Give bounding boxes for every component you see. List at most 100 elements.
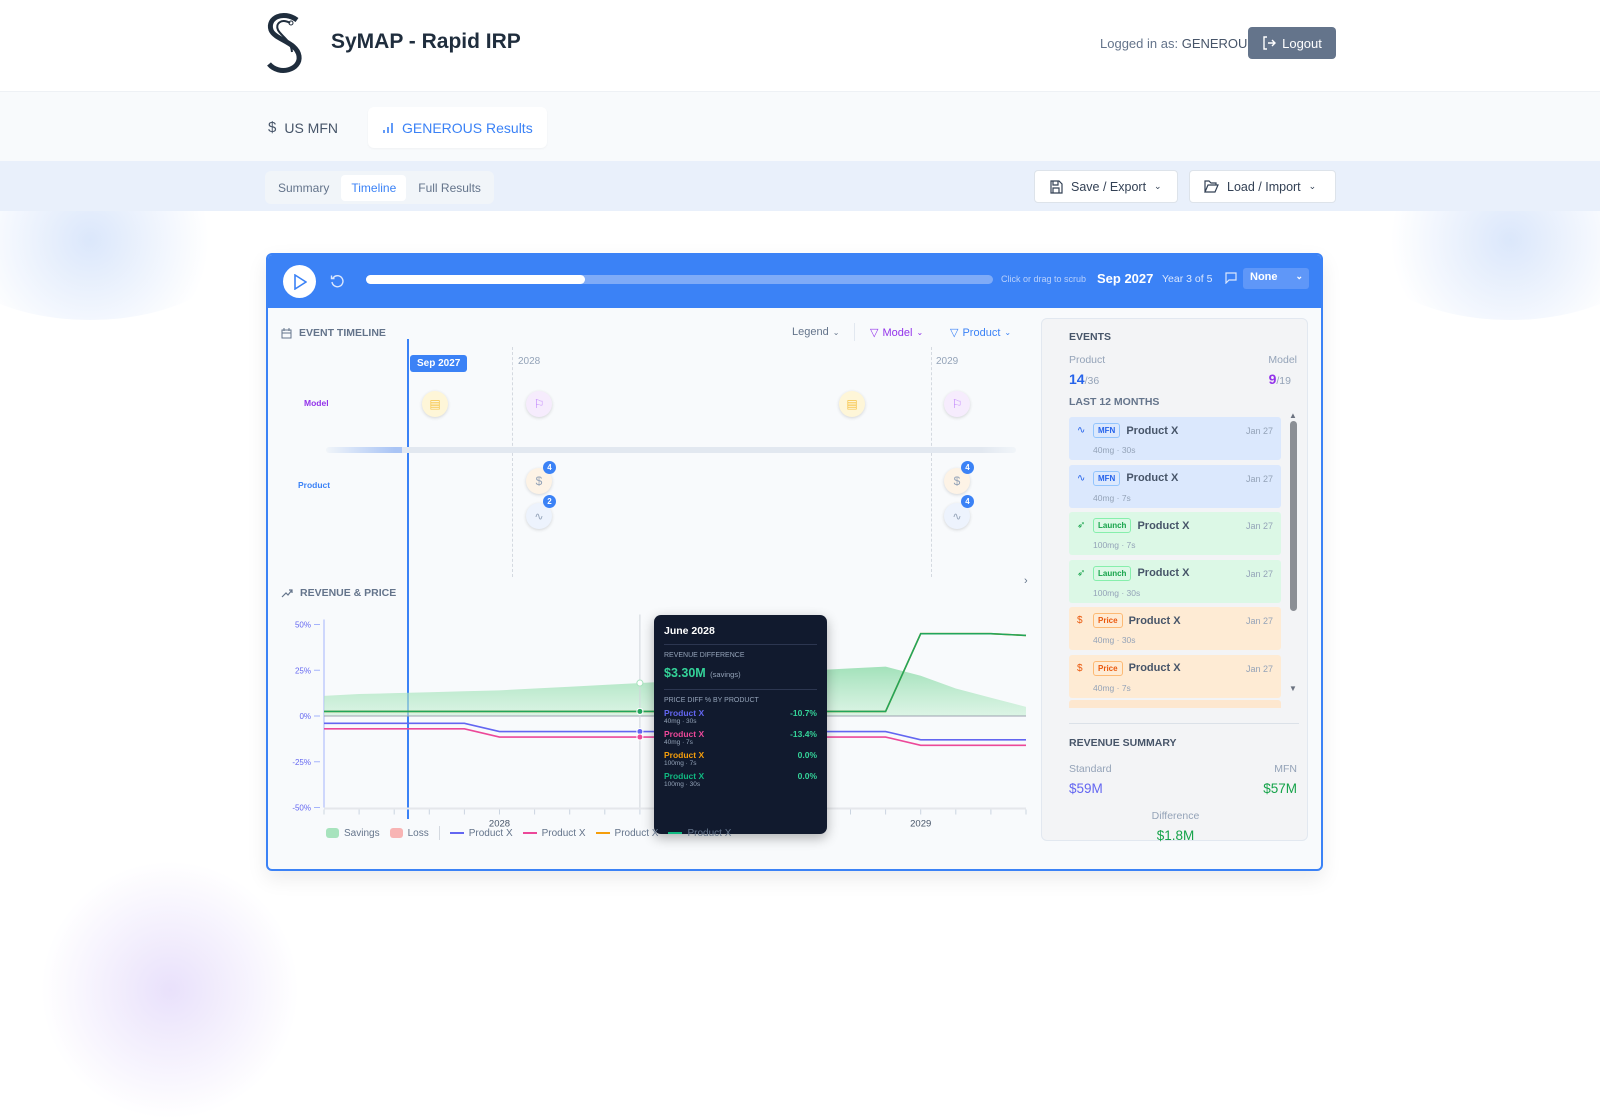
scrub-track[interactable]: [366, 275, 993, 284]
tooltip-product-sub: 40mg · 7s: [664, 739, 693, 746]
flag-event-marker[interactable]: ⚐: [526, 391, 552, 417]
event-detail: 40mg · 7s: [1093, 682, 1131, 693]
legend-label: Savings: [344, 827, 380, 839]
row-label-product: Product: [298, 480, 331, 490]
dollar-icon: $: [1077, 615, 1083, 626]
legend-label: Product X: [468, 827, 513, 839]
event-list-item[interactable]: $ Price Product X 40mg · 7s Jan 27: [1069, 654, 1281, 698]
model-filter[interactable]: ▽ Model ⌄: [870, 326, 924, 340]
tooltip-product-name: Product X: [664, 729, 705, 739]
bar-chart-icon: [383, 122, 393, 133]
tooltip-product-value: 0.0%: [797, 771, 817, 781]
tooltip-product-sub: 100mg · 30s: [664, 781, 701, 788]
event-list-scrollbar[interactable]: ▲ ▼: [1287, 411, 1299, 693]
event-count-badge: 4: [961, 461, 974, 474]
events-title: EVENTS: [1069, 331, 1112, 343]
x-tick-label: 2028: [489, 819, 510, 830]
revenue-price-chart[interactable]: 50% 25% 0% -25% -50% 2028 2029: [268, 255, 1038, 855]
event-product: Product X: [1137, 567, 1190, 579]
chevron-down-icon: ⌄: [1004, 328, 1012, 337]
event-tag: MFN: [1093, 423, 1121, 438]
document-event-marker[interactable]: ▤: [839, 391, 865, 417]
legend-swatch: [522, 832, 537, 834]
flag-event-marker[interactable]: ⚐: [944, 391, 970, 417]
collapse-panel-chevron-icon[interactable]: ›: [1024, 575, 1028, 587]
save-export-button[interactable]: Save / Export ⌄: [1034, 170, 1178, 203]
tooltip-product-value: -13.4%: [790, 729, 817, 739]
event-tag: Price: [1093, 660, 1123, 676]
year-progress: Year 3 of 5: [1162, 273, 1213, 285]
sub-nav: [0, 161, 1600, 211]
save-export-label: Save / Export: [1071, 179, 1147, 194]
revenue-heading: REVENUE & PRICE: [281, 587, 396, 599]
product-count: 14/36: [1069, 371, 1099, 389]
mfn-value: $57M: [1263, 781, 1297, 796]
event-count-badge: 2: [543, 495, 556, 508]
legend-series[interactable]: Product X: [449, 827, 513, 839]
timeline-track[interactable]: [326, 447, 1016, 453]
legend-series[interactable]: Product X: [522, 828, 586, 839]
logout-button[interactable]: Logout: [1248, 27, 1336, 59]
chevron-down-icon: ⌄: [1308, 181, 1317, 191]
scroll-thumb[interactable]: [1289, 421, 1297, 611]
section-title: EVENT TIMELINE: [299, 327, 386, 339]
reset-icon[interactable]: [330, 274, 345, 289]
y-tick-label: 0%: [299, 712, 311, 721]
event-list-item[interactable]: $ Price Product X 40mg · 30s Jan 27: [1069, 607, 1281, 650]
tooltip-price-label: PRICE DIFF % BY PRODUCT: [664, 697, 759, 704]
filter-label: Product: [962, 326, 1001, 339]
product-filter[interactable]: ▽ Product ⌄: [950, 326, 1012, 340]
hover-dot: [636, 707, 644, 715]
chevron-down-icon: ⌄: [1295, 271, 1303, 281]
dollar-icon: $: [268, 119, 277, 136]
legend-swatch: [326, 828, 339, 838]
divider: [438, 826, 440, 840]
document-event-marker[interactable]: ▤: [422, 391, 448, 417]
chart-legend: Savings Loss Product X Product X Product…: [326, 826, 731, 840]
tab-full-results[interactable]: Full Results: [418, 180, 481, 195]
current-date: Sep 2027: [1097, 271, 1154, 286]
chevron-down-icon: ⌄: [916, 328, 924, 337]
divider: [854, 323, 855, 341]
product-count-label: Product: [1069, 354, 1106, 366]
y-tick-label: -25%: [292, 758, 311, 767]
legend-loss[interactable]: Loss: [389, 828, 429, 839]
legend-savings[interactable]: Savings: [326, 828, 380, 839]
trending-up-icon: [281, 588, 293, 597]
tab-summary[interactable]: Summary: [278, 180, 330, 195]
legend-series[interactable]: Product X: [595, 827, 659, 839]
event-detail: 40mg · 30s: [1093, 635, 1136, 645]
event-list-item[interactable]: ➶ Launch Product X 100mg · 7s Jan 27: [1069, 512, 1281, 555]
hover-dot: [636, 679, 644, 687]
event-detail: 100mg · 30s: [1093, 587, 1141, 598]
filter-label: Model: [882, 326, 913, 339]
event-product: Product X: [1128, 614, 1181, 627]
legend-series[interactable]: Product X: [668, 828, 731, 839]
revenue-summary-title: REVENUE SUMMARY: [1069, 737, 1177, 749]
logged-in-status: Logged in as: GENEROUS: [1100, 36, 1256, 51]
tab-us-mfn[interactable]: $ US MFN: [254, 107, 352, 148]
dollar-icon: $: [535, 474, 543, 488]
event-item-partial[interactable]: [1069, 700, 1281, 708]
legend-label: Product X: [614, 827, 659, 839]
y-tick-label: -50%: [292, 804, 311, 813]
count-value: 14: [1069, 371, 1085, 387]
tooltip-product-row: Product X 0.0% 100mg · 7s: [664, 750, 817, 767]
event-detail: 100mg · 7s: [1093, 540, 1136, 550]
annotation-select[interactable]: None ⌄: [1243, 268, 1309, 289]
event-list-item[interactable]: ➶ Launch Product X 100mg · 30s Jan 27: [1069, 559, 1281, 603]
legend-toggle[interactable]: Legend ⌄: [792, 326, 839, 338]
event-list-item[interactable]: ∿ MFN Product X 40mg · 30s Jan 27: [1069, 417, 1281, 460]
tab-timeline[interactable]: Timeline: [341, 174, 407, 201]
year-label: 2028: [518, 356, 541, 367]
dollar-icon: $: [953, 474, 961, 488]
load-import-button[interactable]: Load / Import ⌄: [1189, 170, 1336, 203]
logout-icon: [1263, 36, 1277, 50]
event-list-item[interactable]: ∿ MFN Product X 40mg · 7s Jan 27: [1069, 464, 1281, 508]
tab-generous-results[interactable]: GENEROUS Results: [368, 107, 547, 148]
document-icon: ▤: [846, 397, 858, 411]
count-value: 9: [1268, 371, 1277, 387]
event-tag: Price: [1093, 613, 1123, 628]
current-time-line[interactable]: [407, 339, 409, 819]
play-button[interactable]: [283, 265, 316, 298]
